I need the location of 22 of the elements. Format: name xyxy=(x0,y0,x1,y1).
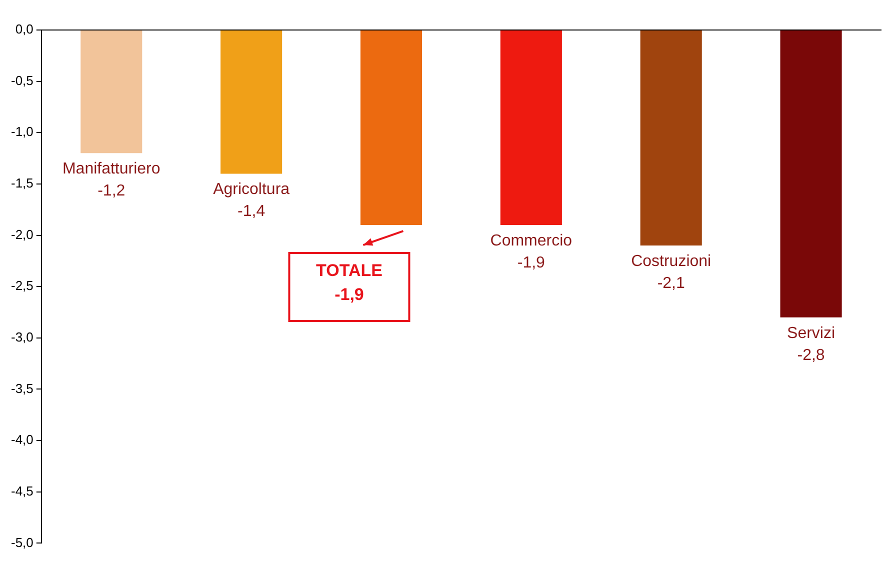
data-label: -1,9 xyxy=(517,254,546,272)
data-label: -2,8 xyxy=(797,346,825,364)
data-label: -2,1 xyxy=(657,274,685,292)
data-label: -1,2 xyxy=(98,182,126,200)
y-tick-label: -4,0 xyxy=(10,432,34,448)
y-tick-label: -2,5 xyxy=(10,278,34,294)
x-tick-label: Agricoltura xyxy=(213,181,290,198)
x-tick-label: Costruzioni xyxy=(631,252,712,270)
y-tick-label: -4,5 xyxy=(10,483,34,498)
y-tick-label: -0,5 xyxy=(10,72,34,88)
y-tick-label: -2,0 xyxy=(10,226,34,242)
y-tick-label: -3,5 xyxy=(10,380,34,396)
x-tick-label: Commercio xyxy=(490,232,572,250)
annotation: TOTALE -1,9 xyxy=(316,261,382,304)
data-label: -1,4 xyxy=(238,203,266,220)
x-tick-label: Servizi xyxy=(787,324,836,342)
x-tick-label: Manifatturiero xyxy=(62,160,160,178)
y-tick-label: -5,0 xyxy=(10,534,34,550)
y-tick-label: -1,0 xyxy=(10,124,34,140)
y-tick-label: 0,0 xyxy=(15,22,34,37)
y-tick-label: -1,5 xyxy=(10,176,34,191)
y-tick-label: -3,0 xyxy=(10,330,34,344)
